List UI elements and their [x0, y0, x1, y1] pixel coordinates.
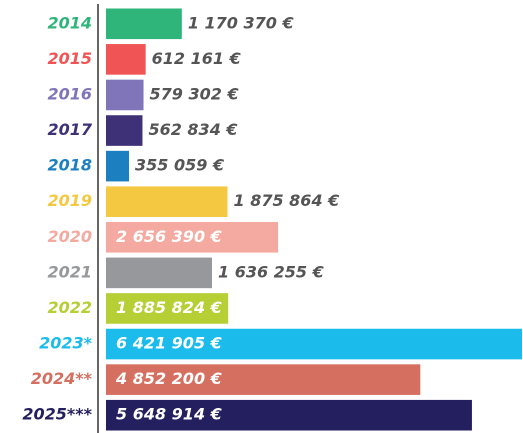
- bar: [106, 8, 182, 40]
- value-label: 1 875 864 €: [234, 191, 340, 210]
- value-label: 612 161 €: [152, 49, 241, 68]
- value-label: 4 852 200 €: [115, 369, 222, 388]
- category-label: 2017: [47, 120, 92, 139]
- category-label: 2020: [47, 227, 92, 246]
- bar: [106, 44, 146, 75]
- bar: [106, 257, 212, 289]
- value-label: 6 421 905 €: [116, 334, 222, 353]
- category-label: 2024**: [31, 369, 93, 388]
- category-label: 2015: [47, 49, 92, 68]
- category-label: 2023*: [39, 334, 93, 353]
- value-label: 562 834 €: [148, 120, 237, 139]
- value-label: 1 170 370 €: [188, 13, 294, 32]
- bar: [106, 150, 130, 182]
- bar: [106, 328, 522, 360]
- category-label: 2021: [47, 262, 92, 281]
- category-label: 2022: [47, 298, 92, 317]
- value-label: 1 885 824 €: [116, 298, 222, 317]
- category-label: 2014: [47, 13, 92, 32]
- bar: [106, 293, 229, 324]
- value-label: 2 656 390 €: [116, 227, 222, 246]
- category-label: 2018: [47, 156, 92, 175]
- value-label: 5 648 914 €: [116, 405, 222, 424]
- value-label: 1 636 255 €: [218, 262, 324, 281]
- category-label: 2016: [47, 84, 92, 103]
- bar: [106, 115, 143, 146]
- bar: [106, 364, 421, 395]
- category-label: 2019: [47, 191, 92, 210]
- bar: [106, 221, 279, 253]
- value-label: 355 059 €: [135, 156, 224, 175]
- bar: [106, 186, 228, 218]
- value-label: 579 302 €: [150, 84, 239, 103]
- bar: [106, 79, 144, 111]
- bar: [106, 399, 472, 431]
- category-label: 2025***: [22, 405, 92, 424]
